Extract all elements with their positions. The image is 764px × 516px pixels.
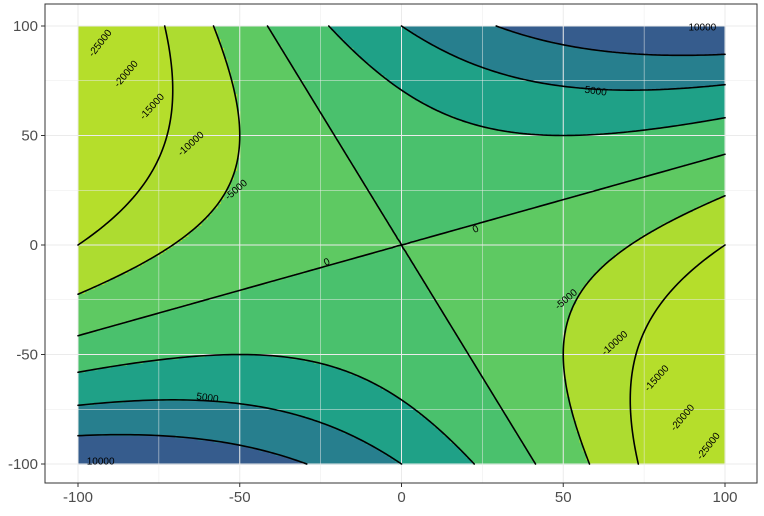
contour-line bbox=[77, 25, 726, 465]
y-tick-label: -100 bbox=[8, 456, 38, 473]
contour-line bbox=[77, 25, 726, 465]
x-axis: -100 -50 0 50 100 bbox=[63, 483, 738, 506]
contour-line bbox=[77, 25, 726, 465]
contour-label: 10000 bbox=[688, 23, 716, 34]
x-tick-label: -100 bbox=[63, 489, 93, 506]
y-tick-label: 0 bbox=[30, 237, 38, 254]
x-tick-label: -50 bbox=[229, 489, 251, 506]
contour-line bbox=[77, 25, 726, 465]
contour-label: 0 bbox=[322, 256, 332, 269]
x-tick-label: 0 bbox=[397, 489, 405, 506]
contour-line bbox=[77, 25, 726, 465]
y-tick-label: -50 bbox=[16, 347, 38, 364]
contour-label: 5000 bbox=[196, 391, 220, 405]
y-tick-label: 100 bbox=[13, 18, 38, 35]
contour-line bbox=[77, 25, 726, 465]
contour-label: 5000 bbox=[584, 85, 608, 99]
x-tick-label: 50 bbox=[555, 489, 572, 506]
x-tick-label: 100 bbox=[712, 489, 737, 506]
contour-lines bbox=[77, 25, 726, 465]
contour-label: 10000 bbox=[87, 456, 115, 467]
y-axis: -100 -50 0 50 100 bbox=[8, 18, 45, 473]
contour-label: 0 bbox=[471, 223, 481, 236]
contour-band bbox=[78, 26, 726, 465]
contour-band bbox=[78, 26, 726, 465]
y-tick-label: 50 bbox=[21, 128, 38, 145]
